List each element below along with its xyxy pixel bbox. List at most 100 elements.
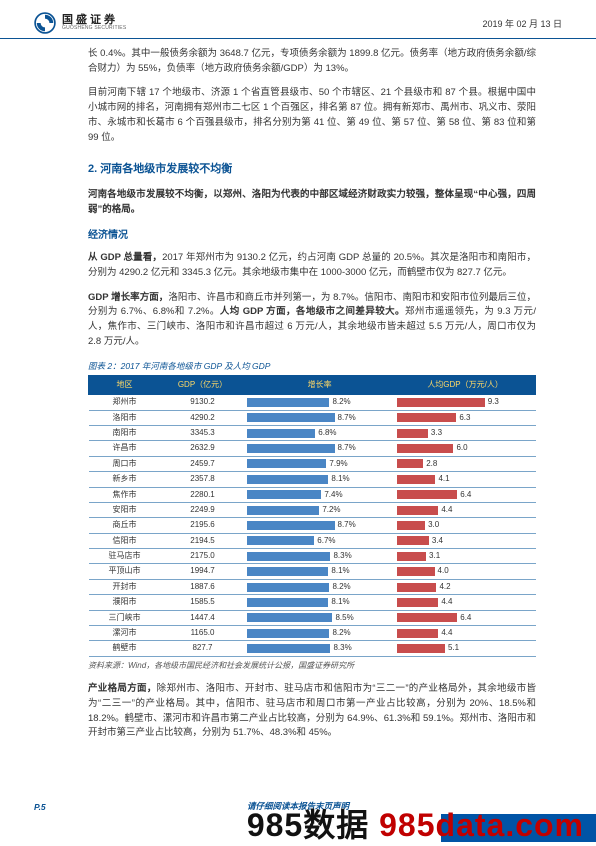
cell-gdp: 9130.2 <box>161 395 245 410</box>
growth-bar <box>247 583 330 592</box>
pcgdp-bar <box>397 475 436 484</box>
pcgdp-label: 5.1 <box>448 642 459 654</box>
cell-growth: 8.7% <box>245 441 395 456</box>
growth-bar <box>247 521 335 530</box>
cell-region: 开封市 <box>89 579 161 594</box>
pcgdp-label: 2.8 <box>426 458 437 470</box>
cell-gdp: 2175.0 <box>161 549 245 564</box>
growth-bar <box>247 613 333 622</box>
pcgdp-label: 4.2 <box>439 581 450 593</box>
table-row: 鹤壁市827.7 8.3% 5.1 <box>89 641 536 656</box>
growth-label: 7.9% <box>329 458 347 470</box>
pcgdp-bar <box>397 429 428 438</box>
growth-label: 8.3% <box>333 642 351 654</box>
cell-growth: 7.4% <box>245 487 395 502</box>
cell-pcgdp: 4.0 <box>395 564 536 579</box>
cell-growth: 8.2% <box>245 579 395 594</box>
cell-gdp: 2280.1 <box>161 487 245 502</box>
growth-bar <box>247 644 331 653</box>
paragraph-3: 河南各地级市发展较不均衡，以郑州、洛阳为代表的中部区域经济财政实力较强，整体呈现… <box>88 188 536 217</box>
cell-region: 鹤壁市 <box>89 641 161 656</box>
cell-pcgdp: 4.2 <box>395 579 536 594</box>
cell-gdp: 3345.3 <box>161 425 245 440</box>
growth-bar <box>247 552 331 561</box>
page-content: 长 0.4%。其中一般债务余额为 3648.7 亿元，专项债务余额为 1899.… <box>0 39 596 741</box>
pcgdp-bar <box>397 598 439 607</box>
pcgdp-bar <box>397 536 429 545</box>
cell-gdp: 1165.0 <box>161 626 245 641</box>
figure-title: 图表 2：2017 年河南各地级市 GDP 及人均 GDP <box>88 360 536 373</box>
cell-gdp: 827.7 <box>161 641 245 656</box>
table-row: 安阳市2249.97.2%4.4 <box>89 502 536 517</box>
pcgdp-label: 9.3 <box>488 396 499 408</box>
pcgdp-bar <box>397 613 458 622</box>
cell-gdp: 1447.4 <box>161 610 245 625</box>
cell-gdp: 2249.9 <box>161 502 245 517</box>
paragraph-2: 目前河南下辖 17 个地级市、济源 1 个省直管县级市、50 个市辖区、21 个… <box>88 86 536 145</box>
growth-label: 8.1% <box>331 596 349 608</box>
cell-pcgdp: 3.4 <box>395 533 536 548</box>
paragraph-1: 长 0.4%。其中一般债务余额为 3648.7 亿元，专项债务余额为 1899.… <box>88 47 536 76</box>
cell-region: 焦作市 <box>89 487 161 502</box>
growth-bar <box>247 398 330 407</box>
cell-region: 南阳市 <box>89 425 161 440</box>
growth-label: 6.8% <box>318 427 336 439</box>
cell-growth: 7.9% <box>245 456 395 471</box>
cell-growth: 8.3% <box>245 549 395 564</box>
cell-region: 新乡市 <box>89 472 161 487</box>
cell-pcgdp: 6.3 <box>395 410 536 425</box>
cell-region: 郑州市 <box>89 395 161 410</box>
cell-region: 洛阳市 <box>89 410 161 425</box>
pcgdp-bar <box>397 413 457 422</box>
growth-label: 8.7% <box>338 442 356 454</box>
pcgdp-bar <box>397 444 454 453</box>
growth-label: 8.7% <box>338 519 356 531</box>
growth-bar <box>247 444 335 453</box>
pcgdp-bar <box>397 567 435 576</box>
table-row: 新乡市2357.88.1%4.1 <box>89 472 536 487</box>
report-date: 2019 年 02 月 13 日 <box>482 17 562 30</box>
growth-label: 8.1% <box>331 565 349 577</box>
cell-pcgdp: 5.1 <box>395 641 536 656</box>
cell-pcgdp: 3.3 <box>395 425 536 440</box>
table-row: 许昌市2632.9 8.7% 6.0 <box>89 441 536 456</box>
paragraph-5: GDP 增长率方面，洛阳市、许昌市和商丘市并列第一，为 8.7%。信阳市、南阳市… <box>88 291 536 350</box>
pcgdp-label: 3.4 <box>432 535 443 547</box>
growth-label: 7.2% <box>322 504 340 516</box>
table-row: 焦作市2280.17.4%6.4 <box>89 487 536 502</box>
subheading-economy: 经济情况 <box>88 228 536 244</box>
table-row: 濮阳市1585.58.1%4.4 <box>89 595 536 610</box>
cell-growth: 7.2% <box>245 502 395 517</box>
cell-pcgdp: 6.4 <box>395 610 536 625</box>
pcgdp-label: 4.4 <box>441 504 452 516</box>
th-pcgdp: 人均GDP（万元/人） <box>395 375 536 394</box>
cell-gdp: 4290.2 <box>161 410 245 425</box>
cell-region: 信阳市 <box>89 533 161 548</box>
cell-pcgdp: 6.0 <box>395 441 536 456</box>
pcgdp-bar <box>397 459 423 468</box>
cell-gdp: 2357.8 <box>161 472 245 487</box>
cell-pcgdp: 4.4 <box>395 595 536 610</box>
pcgdp-label: 4.4 <box>441 627 452 639</box>
cell-gdp: 2195.6 <box>161 518 245 533</box>
table-row: 南阳市3345.3 6.8% 3.3 <box>89 425 536 440</box>
growth-label: 8.7% <box>338 412 356 424</box>
cell-pcgdp: 2.8 <box>395 456 536 471</box>
figure-source: 资料来源：Wind，各地级市国民经济和社会发展统计公报，国盛证券研究所 <box>88 660 536 672</box>
pcgdp-bar <box>397 583 437 592</box>
pcgdp-label: 6.3 <box>459 412 470 424</box>
cell-region: 周口市 <box>89 456 161 471</box>
pcgdp-label: 4.1 <box>438 473 449 485</box>
table-row: 信阳市2194.56.7%3.4 <box>89 533 536 548</box>
table-row: 驻马店市2175.08.3%3.1 <box>89 549 536 564</box>
paragraph-6: 产业格局方面，除郑州市、洛阳市、开封市、驻马店市和信阳市为“三二一”的产业格局外… <box>88 682 536 741</box>
cell-growth: 8.2% <box>245 626 395 641</box>
cell-growth: 8.1% <box>245 564 395 579</box>
table-header-row: 地区 GDP（亿元） 增长率 人均GDP（万元/人） <box>89 375 536 394</box>
table-row: 洛阳市4290.2 8.7% 6.3 <box>89 410 536 425</box>
th-gdp: GDP（亿元） <box>161 375 245 394</box>
pcgdp-bar <box>397 644 445 653</box>
cell-region: 许昌市 <box>89 441 161 456</box>
table-row: 开封市1887.68.2%4.2 <box>89 579 536 594</box>
cell-gdp: 2632.9 <box>161 441 245 456</box>
